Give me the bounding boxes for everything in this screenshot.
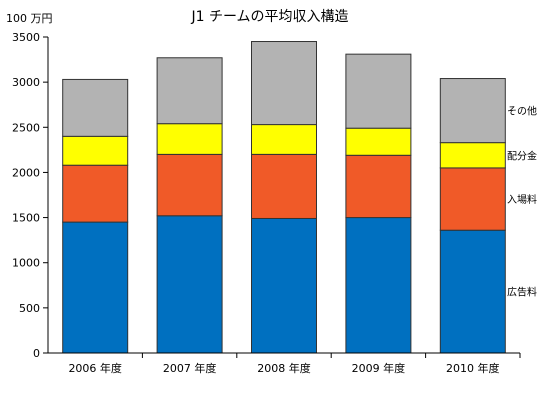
y-tick-label: 0: [33, 347, 40, 360]
bar-segment: [251, 41, 317, 126]
bar-segment: [156, 123, 223, 155]
plot-area: [62, 41, 506, 354]
y-tick-label: 1500: [12, 212, 40, 225]
bar-segment: [251, 124, 317, 155]
legend-label: 広告料: [507, 286, 537, 299]
bar-segment: [62, 221, 129, 354]
y-tick-label: 3500: [12, 31, 40, 44]
unit-label: 100 万円: [6, 12, 53, 25]
legend-label: その他: [507, 105, 537, 118]
legend: 広告料 入場料 配分金 その他: [507, 105, 537, 299]
bar-segment: [156, 153, 223, 217]
bar-segment: [439, 229, 506, 354]
chart-title: J1 チームの平均収入構造: [190, 9, 348, 25]
bar-segment: [439, 78, 506, 144]
bar-segment: [156, 57, 223, 125]
bar-segment: [251, 217, 317, 354]
bar-segment: [62, 164, 129, 223]
y-tick-label: 3000: [12, 76, 40, 89]
bar-segment: [62, 135, 129, 166]
x-tick-label: 2010 年度: [446, 361, 500, 375]
bar-segment: [345, 53, 412, 129]
bar-segment: [251, 153, 317, 219]
bar-segment: [345, 127, 412, 156]
y-tick-label: 2000: [12, 166, 40, 179]
bar-segment: [345, 217, 412, 354]
x-axis: 2006 年度 2007 年度 2008 年度 2009 年度 2010 年度: [48, 352, 521, 375]
bar-segment: [345, 154, 412, 219]
bar-segment: [156, 215, 223, 354]
legend-label: 配分金: [507, 149, 537, 162]
y-tick-label: 2500: [12, 121, 40, 134]
bar-segment: [439, 167, 506, 231]
bar-segment: [62, 78, 129, 137]
x-tick-label: 2007 年度: [163, 361, 217, 375]
y-tick-label: 500: [19, 302, 40, 315]
y-tick-label: 1000: [12, 257, 40, 270]
x-tick-label: 2006 年度: [68, 361, 122, 375]
legend-label: 入場料: [507, 193, 537, 206]
y-axis: 0 500 1000 1500 2000 2500 3000 3500: [12, 31, 49, 360]
x-tick-label: 2009 年度: [352, 361, 406, 375]
x-tick-label: 2008 年度: [257, 361, 311, 375]
bar-segment: [439, 142, 506, 169]
